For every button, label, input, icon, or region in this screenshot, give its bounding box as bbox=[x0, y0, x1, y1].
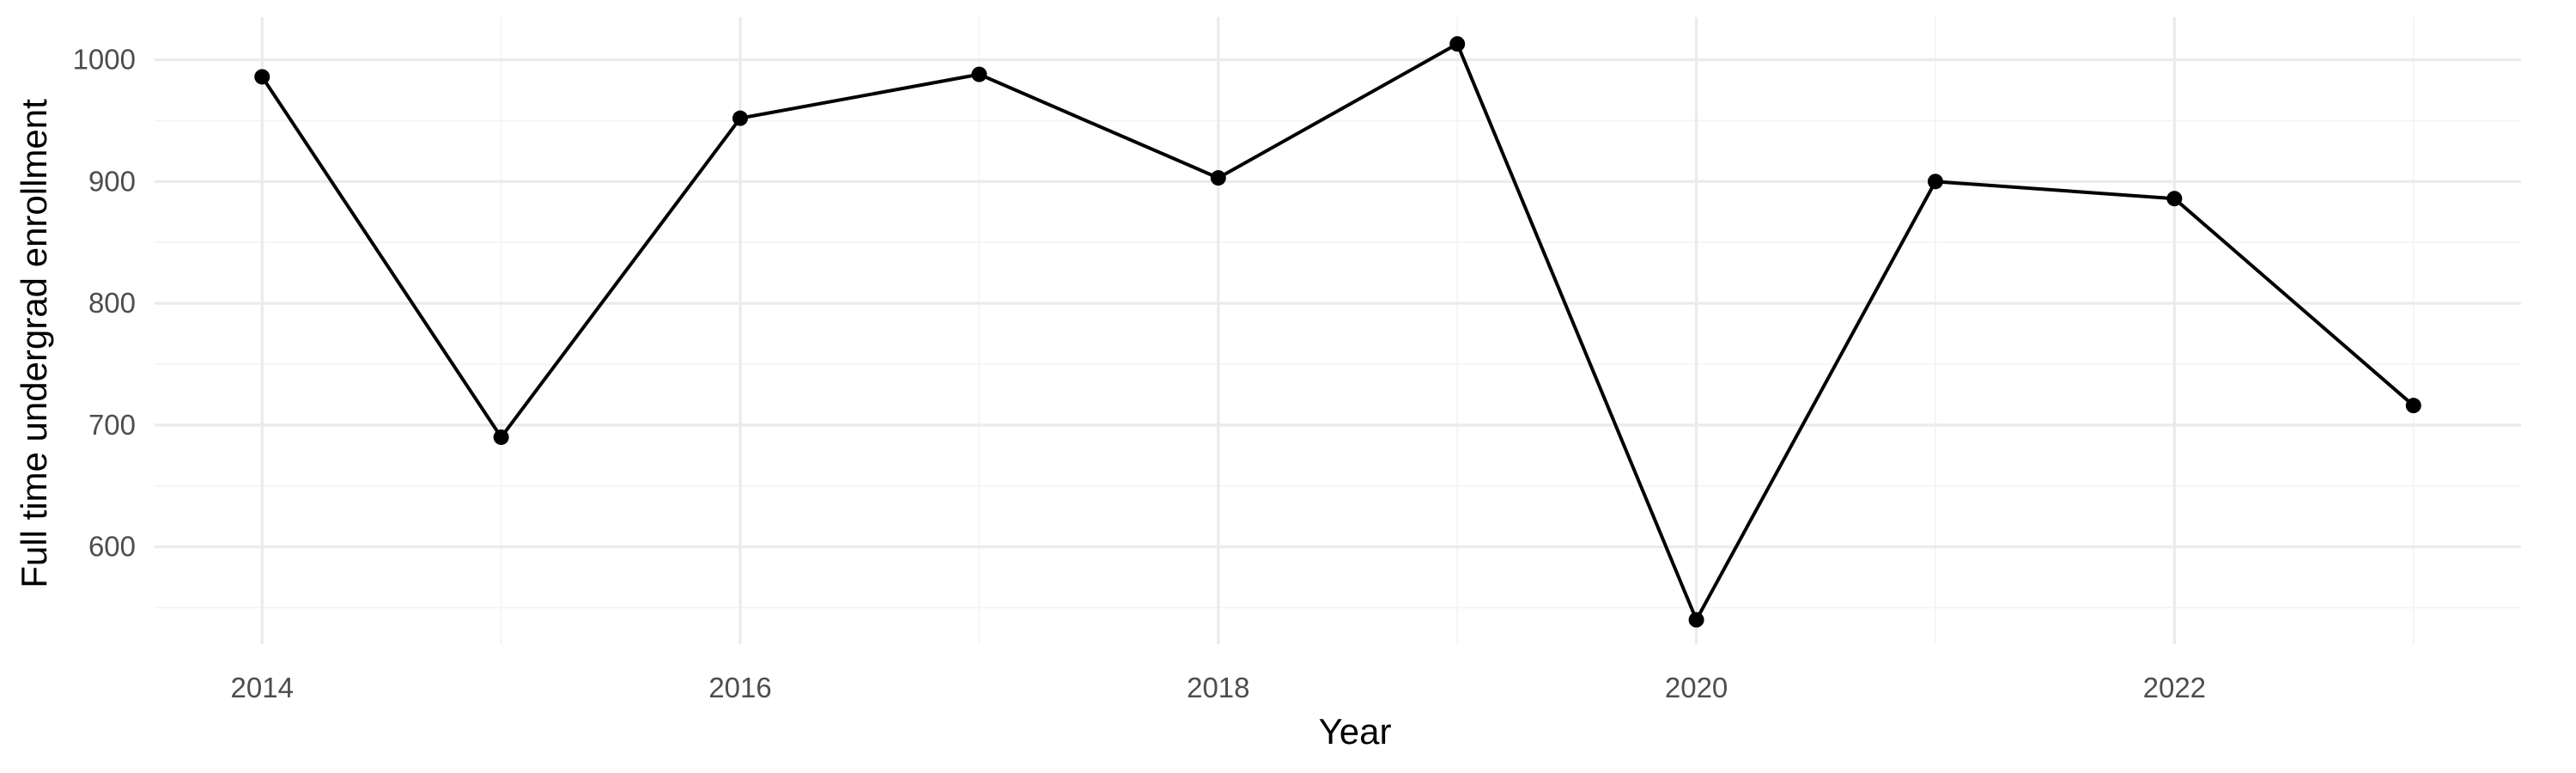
x-tick-label: 2022 bbox=[2143, 672, 2206, 703]
y-axis-ticks: 600 700 800 900 1000 bbox=[73, 44, 136, 563]
data-point bbox=[493, 429, 509, 446]
data-point bbox=[1927, 173, 1943, 190]
y-tick-label: 700 bbox=[88, 409, 136, 441]
data-point bbox=[2405, 398, 2421, 414]
data-points bbox=[254, 36, 2421, 628]
x-tick-label: 2018 bbox=[1187, 672, 1249, 703]
data-point bbox=[1688, 612, 1704, 628]
gridlines bbox=[155, 17, 2521, 644]
y-axis-title: Full time undergrad enrollment bbox=[14, 99, 54, 588]
data-point bbox=[971, 66, 987, 82]
x-axis-ticks: 2014 2016 2018 2020 2022 bbox=[231, 672, 2206, 703]
series-line-group bbox=[260, 42, 2415, 622]
y-tick-label: 900 bbox=[88, 165, 136, 197]
y-tick-label: 1000 bbox=[73, 44, 136, 76]
data-point bbox=[254, 69, 270, 85]
x-tick-label: 2014 bbox=[231, 672, 294, 703]
data-point bbox=[732, 110, 749, 126]
data-point bbox=[2166, 191, 2183, 207]
x-axis-title: Year bbox=[1319, 711, 1392, 752]
y-tick-label: 800 bbox=[88, 287, 136, 319]
data-point bbox=[1210, 170, 1226, 186]
x-tick-label: 2020 bbox=[1665, 672, 1728, 703]
series-line bbox=[260, 42, 2415, 622]
data-point bbox=[1449, 36, 1466, 52]
y-tick-label: 600 bbox=[88, 531, 136, 563]
x-tick-label: 2016 bbox=[708, 672, 771, 703]
